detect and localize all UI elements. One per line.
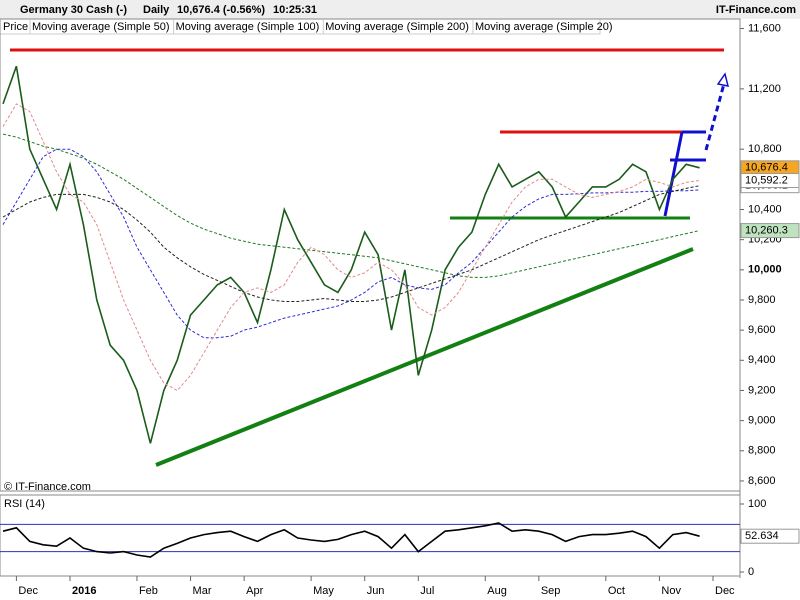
y-tick-label: 10,000 [748, 264, 782, 276]
quote: 10,676.4 (-0.56%) [177, 4, 265, 16]
x-tick-label: Jun [367, 585, 385, 597]
last-value-box [740, 223, 800, 239]
x-tick-label: Feb [139, 585, 158, 597]
x-tick-label: Sep [541, 585, 561, 597]
legend-entry: Moving average (Simple 50) [32, 21, 170, 33]
y-tick-label: 0 [748, 566, 754, 578]
y-tick-label: 11,200 [748, 83, 781, 95]
legend: Price Moving average (Simple 50) Moving av… [0, 18, 613, 35]
watermark: © IT-Finance.com [4, 481, 91, 493]
last-value-label: 10,260.3 [745, 224, 788, 236]
y-tick-label: 10,400 [748, 203, 782, 215]
legend-entry: Moving average (Simple 200) [325, 21, 469, 33]
moving-average [2, 103, 700, 392]
x-tick-label: May [313, 585, 334, 597]
last-value-label: 10,676.4 [745, 162, 788, 174]
y-tick-label: 9,800 [748, 294, 776, 306]
header-bar [0, 0, 800, 19]
rsi-title: RSI (14) [4, 498, 45, 510]
time: 10:25:31 [273, 4, 317, 16]
x-tick-label: Jul [420, 585, 434, 597]
y-tick-label: 10,800 [748, 143, 782, 155]
interval: Daily [143, 4, 170, 16]
legend-entry: Moving average (Simple 20) [475, 21, 613, 33]
last-value-box [740, 173, 800, 189]
last-value-box [740, 528, 800, 544]
legend-title: Price [3, 21, 28, 33]
projection-arrow [716, 72, 730, 87]
y-tick-label: 9,600 [748, 324, 776, 336]
instrument: Germany 30 Cash (-) [20, 4, 127, 16]
y-tick-label: 9,400 [748, 354, 776, 366]
x-tick-label: Mar [193, 585, 212, 597]
moving-average [2, 133, 700, 278]
x-tick-label: Nov [661, 585, 681, 597]
last-value-label: 52.634 [745, 530, 779, 542]
brand: IT-Finance.com [716, 4, 796, 16]
x-tick-label: 2016 [72, 585, 96, 597]
rsi-line [2, 522, 700, 558]
last-value-label: 10,592.2 [745, 174, 788, 186]
price-line [2, 65, 700, 444]
x-tick-label: Oct [608, 585, 625, 597]
y-tick-label: 8,800 [748, 445, 776, 457]
x-tick-label: Dec [18, 585, 38, 597]
y-tick-label: 9,000 [748, 415, 776, 427]
x-tick-label: Apr [246, 585, 263, 597]
x-tick-label: Dec [715, 585, 735, 597]
legend-entry: Moving average (Simple 100) [176, 21, 320, 33]
y-tick-label: 9,200 [748, 384, 776, 396]
moving-average [2, 185, 700, 302]
y-tick-label: 8,600 [748, 475, 776, 487]
y-tick-label: 100 [748, 498, 766, 510]
projection-line [704, 79, 727, 151]
y-tick-label: 11,600 [748, 22, 781, 34]
moving-average [2, 148, 700, 339]
x-tick-label: Aug [487, 585, 507, 597]
pattern-line [663, 131, 684, 217]
